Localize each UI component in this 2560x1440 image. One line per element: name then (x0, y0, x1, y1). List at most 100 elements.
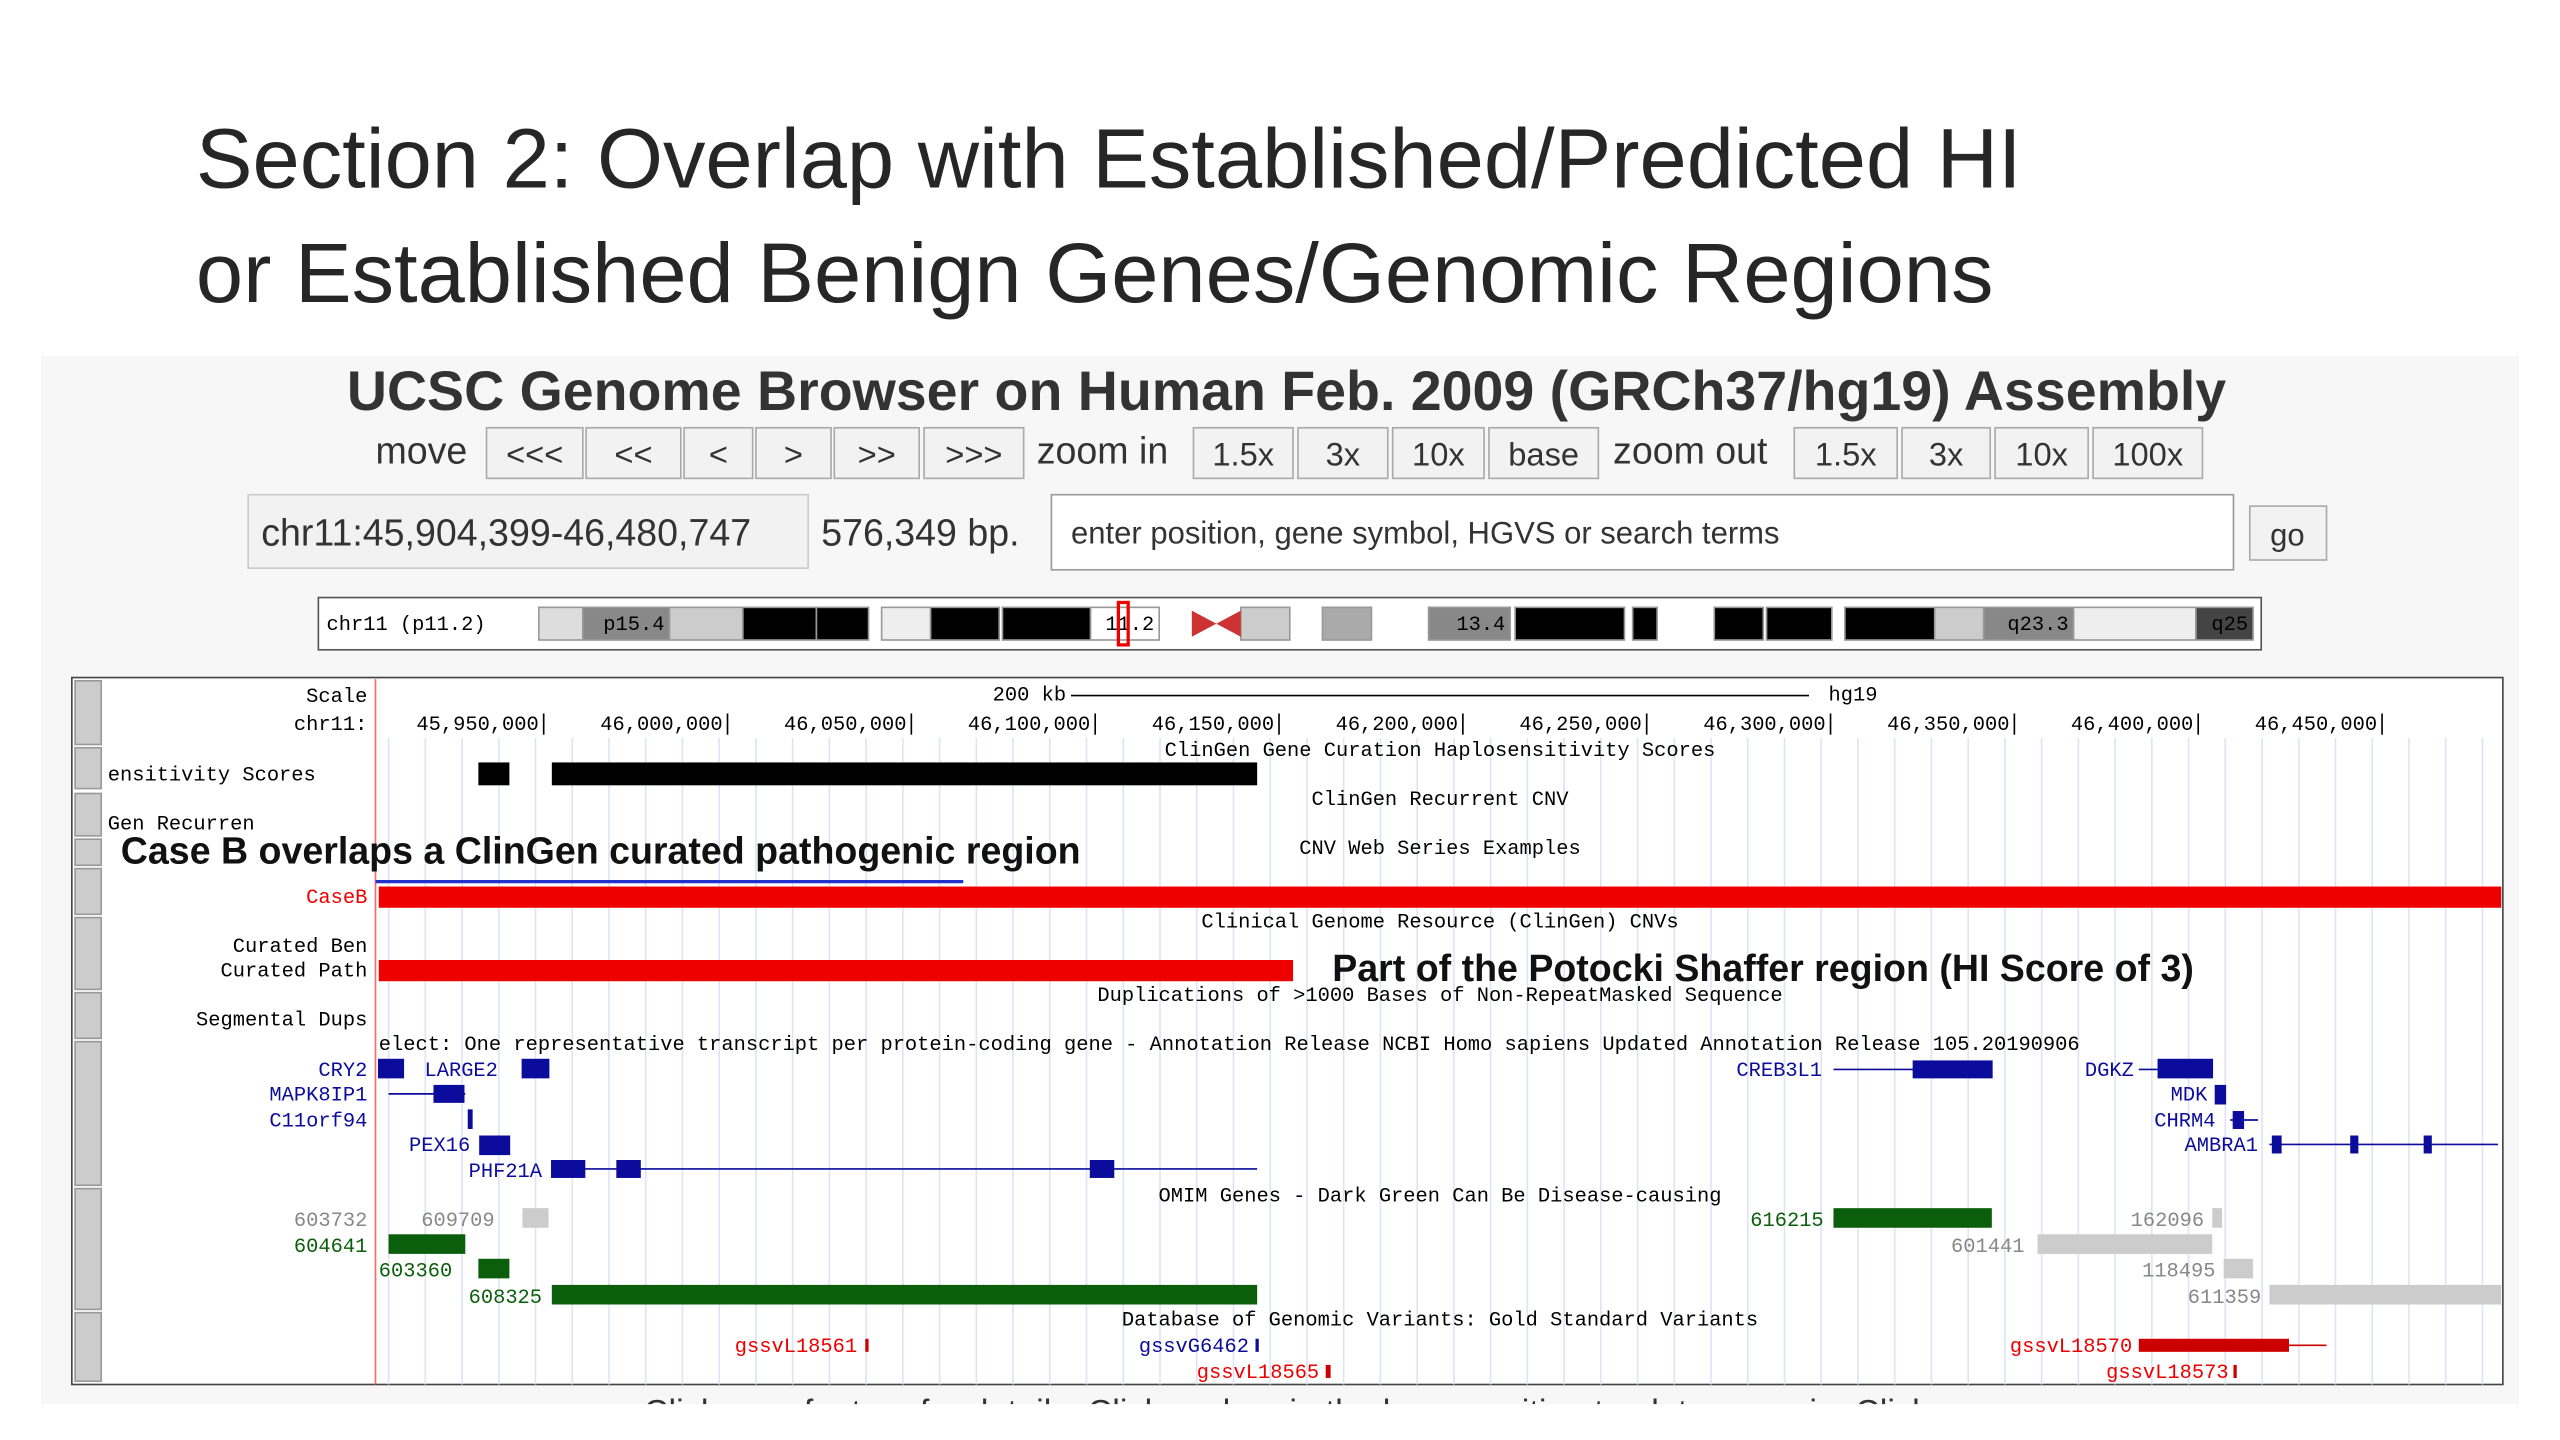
ruler-tick-label: 46,050,000 (784, 714, 906, 737)
track-handle[interactable] (74, 792, 103, 837)
dgv-label[interactable]: gssvL18565 (1197, 1362, 1319, 1385)
ideogram-band (1933, 606, 1985, 641)
track-title: elect: One representative transcript per… (379, 1034, 2080, 1057)
dgv-label[interactable]: gssvL18561 (735, 1336, 857, 1359)
omim-label[interactable]: 603732 (294, 1210, 367, 1233)
omim-label[interactable]: 611359 (2188, 1287, 2261, 1310)
button-face (1994, 426, 2089, 480)
nav-button[interactable]: 3x (1901, 426, 1992, 480)
ideogram-band (1514, 606, 1626, 641)
nav-button[interactable]: 1.5x (1793, 426, 1898, 480)
ideogram-band-label: 11q14.1 (1534, 614, 1620, 637)
nav-button[interactable]: << (585, 426, 682, 480)
omim-label[interactable]: 603360 (379, 1261, 452, 1284)
track-handle[interactable] (74, 746, 103, 790)
ruler-tick-label: 46,100,000 (968, 714, 1090, 737)
omim-label[interactable]: 162096 (2131, 1210, 2204, 1233)
nav-button[interactable]: 10x (1391, 426, 1485, 480)
nav-button[interactable]: <<< (485, 426, 584, 480)
region-size: 576,349 bp. (821, 511, 1019, 553)
ideogram-band-label: 11p12 (1025, 614, 1086, 637)
ideogram-label: chr11 (p11.2) (327, 614, 486, 637)
ideogram-band-label: 22.1 (1778, 614, 1827, 637)
nav-button[interactable]: 100x (2092, 426, 2204, 480)
track-handle[interactable] (74, 1187, 103, 1311)
gene-label[interactable]: CRY2 (318, 1060, 367, 1083)
gene-label[interactable]: AMBRA1 (2185, 1135, 2258, 1158)
track-handle[interactable] (74, 867, 103, 916)
gene-label[interactable]: CHRM4 (2154, 1111, 2215, 1134)
track-title: ClinGen Recurrent CNV (1312, 789, 1570, 812)
dgv-label[interactable]: gssvL18573 (2106, 1362, 2228, 1385)
ideogram-band (582, 606, 671, 641)
gene-label[interactable]: LARGE2 (424, 1060, 497, 1083)
nav-button[interactable]: > (755, 426, 832, 480)
nav-button[interactable]: >> (833, 426, 920, 480)
button-label: 100x (2112, 435, 2183, 472)
track-title: ClinGen Gene Curation Haplosensitivity S… (1165, 740, 1716, 763)
footer-text: Click on a feature for details. Click or… (644, 1394, 1930, 1432)
nav-button[interactable]: 1.5x (1192, 426, 1294, 480)
track-handle[interactable] (74, 838, 103, 867)
gene-label[interactable]: PEX16 (409, 1135, 470, 1158)
ruler-tick-label: 46,350,000 (1887, 714, 2009, 737)
omim-label[interactable]: 604641 (294, 1236, 367, 1259)
gene-label[interactable]: MAPK8IP1 (269, 1084, 367, 1107)
nav-label: zoom out (1613, 430, 1768, 472)
omim-label[interactable]: 616215 (1750, 1210, 1823, 1233)
nav-button[interactable]: base (1488, 426, 1600, 480)
nav-button[interactable]: < (683, 426, 754, 480)
omim-label[interactable]: 609709 (421, 1210, 494, 1233)
ideogram-band (1089, 606, 1160, 641)
button-face (1192, 426, 1294, 480)
track-label: Gen Recurren (108, 813, 255, 836)
go-button[interactable]: go (2248, 505, 2328, 561)
ruler-tick-label: 46,150,000 (1152, 714, 1274, 737)
track-handle[interactable] (74, 680, 103, 746)
gene-label[interactable]: MDK (2171, 1084, 2208, 1107)
track-title: Database of Genomic Variants: Gold Stand… (1122, 1310, 1758, 1333)
nav-label: zoom in (1037, 430, 1168, 472)
ruler-tick-label: 46,400,000 (2071, 714, 2193, 737)
button-face (755, 426, 832, 480)
ideogram-band (1240, 606, 1291, 641)
position: chr11:45,904,399-46,480,747 (261, 511, 751, 553)
track-handle[interactable] (74, 1311, 103, 1383)
track-label: CaseB (306, 887, 367, 910)
ideogram-band-label: p13 (958, 614, 995, 637)
gene-label[interactable]: C11orf94 (269, 1111, 367, 1134)
search-box[interactable] (1050, 493, 2235, 571)
nav-button[interactable]: >>> (923, 426, 1025, 480)
ideogram-band-label: q21 (1722, 614, 1759, 637)
omim-label[interactable]: 601441 (1951, 1236, 2024, 1259)
nav-button[interactable]: 10x (1994, 426, 2089, 480)
ideogram-band (1713, 606, 1765, 641)
button-face (923, 426, 1025, 480)
ruler-tick-label: 45,950,000 (416, 714, 538, 737)
button-label: 10x (2015, 435, 2068, 472)
button-label: 10x (1412, 435, 1465, 472)
track-title: CNV Web Series Examples (1299, 838, 1580, 861)
gene-label[interactable]: PHF21A (469, 1161, 543, 1184)
ruler-tick-label: 46,000,000 (600, 714, 722, 737)
ideogram-band-label: 11.2 (1105, 614, 1154, 637)
dgv-label[interactable]: gssvL18570 (2010, 1336, 2132, 1359)
button-face (1297, 426, 1389, 480)
ideogram-band (2072, 606, 2197, 641)
dgv-label[interactable]: gssvG6462 (1139, 1336, 1249, 1359)
ruler-tick-label: 46,300,000 (1703, 714, 1825, 737)
nav-button[interactable]: 3x (1297, 426, 1389, 480)
screenshot: UCSC Genome Browser on Human Feb. 2009 (… (40, 355, 2520, 1432)
ideogram-band-label: q22.3 (1869, 614, 1930, 637)
track-handle[interactable] (74, 916, 103, 991)
gene-label[interactable]: DGKZ (2085, 1060, 2134, 1083)
omim-label[interactable]: 118495 (2142, 1261, 2215, 1284)
track-label: Curated Path (221, 960, 368, 983)
track-handle[interactable] (74, 991, 103, 1040)
ruler-tick-label: 46,200,000 (1336, 714, 1458, 737)
button-face (683, 426, 754, 480)
ideogram-band (1631, 606, 1658, 641)
track-handle[interactable] (74, 1040, 103, 1187)
gene-label[interactable]: CREB3L1 (1736, 1060, 1822, 1083)
omim-label[interactable]: 608325 (469, 1287, 542, 1310)
